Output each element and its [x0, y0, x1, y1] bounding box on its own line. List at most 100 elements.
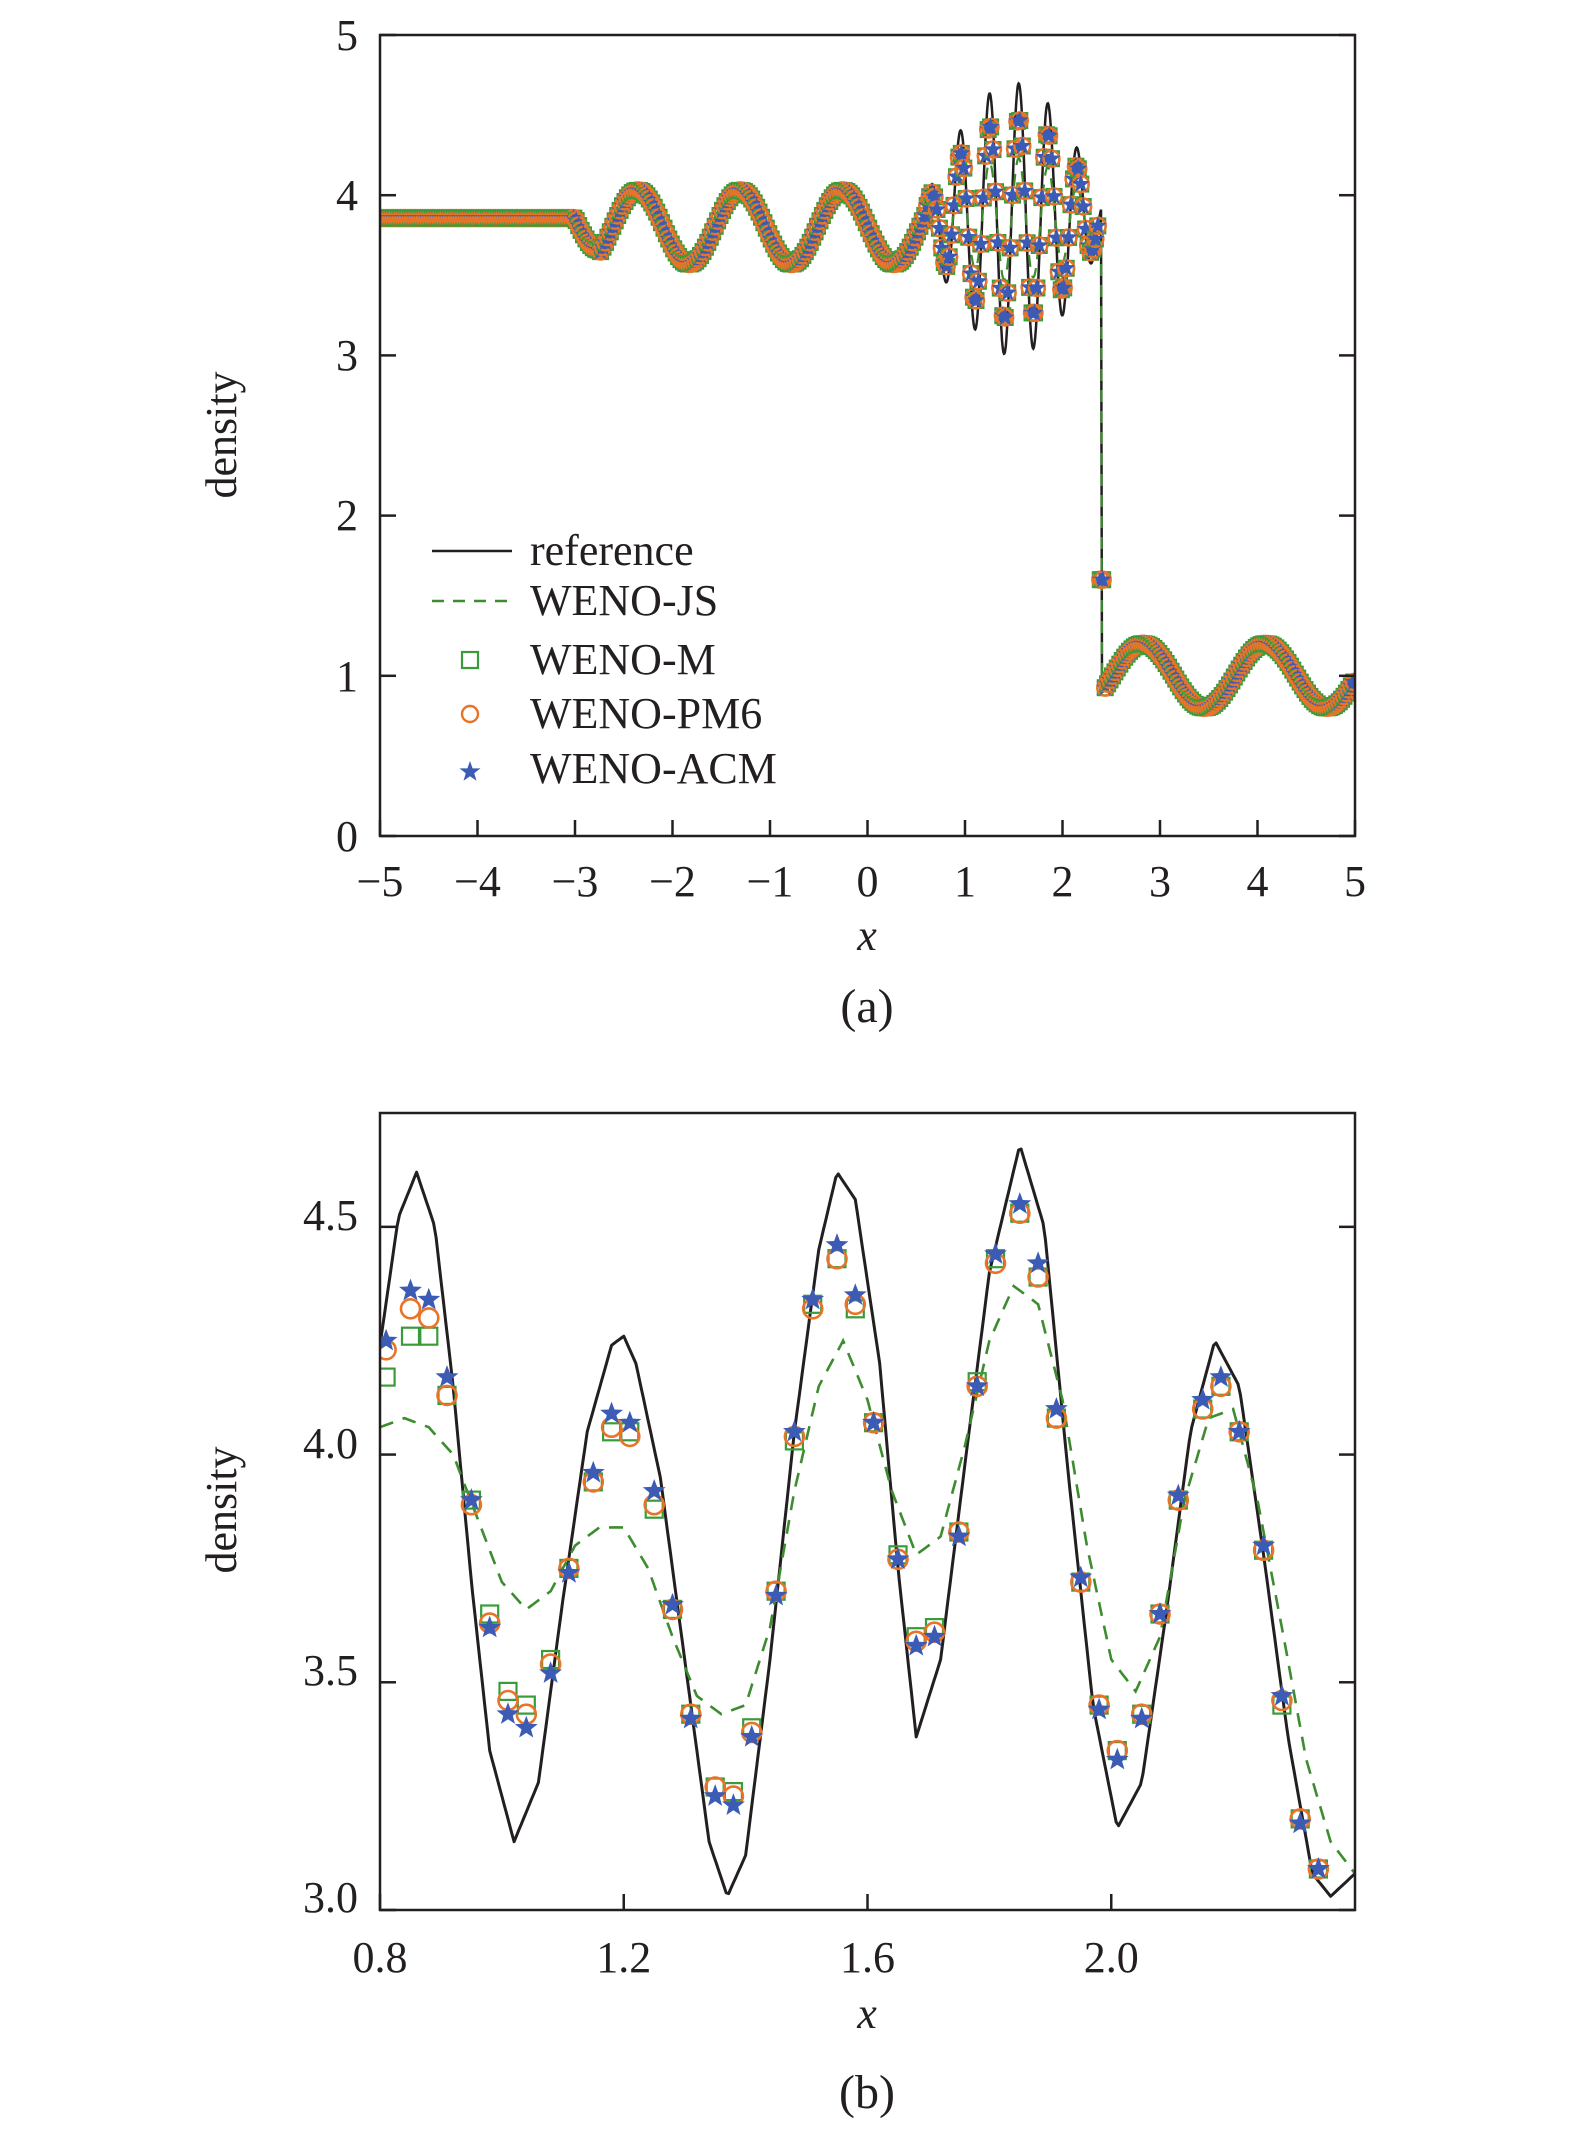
panel-a-weno-acm-marker — [1159, 657, 1178, 675]
panel-a-weno-acm-marker — [645, 197, 664, 215]
panel-b-weno-acm-marker — [380, 1328, 398, 1351]
panel-a-weno-acm-marker — [659, 229, 678, 247]
panel-a-weno-acm-marker — [852, 202, 871, 220]
panel-a-weno-acm-marker — [959, 227, 978, 245]
panel-a-weno-acm-marker — [745, 193, 764, 211]
panel-b-weno-m-marker — [419, 1326, 439, 1346]
panel-a-weno-acm-marker — [845, 189, 864, 207]
panel-b-weno-pm6-marker — [643, 1493, 666, 1516]
panel-a-weno-acm-marker — [945, 195, 964, 214]
panel-a-weno-acm-marker — [742, 189, 761, 207]
panel-a-chart: 0 1 2 3 4 5 −5 −4 −3 −2 −1 0 1 2 3 4 5 x… — [197, 11, 1366, 1033]
panel-b-weno-acm-marker — [399, 1278, 422, 1301]
panel-a-weno-acm-marker — [567, 211, 586, 229]
panel-a-ticks — [378, 33, 1357, 838]
panel-b-weno-acm-marker — [539, 1661, 562, 1683]
panel-a-weno-acm-marker — [962, 264, 981, 282]
panel-a-weno-acm-marker — [981, 117, 1000, 135]
panel-a-weno-acm-marker — [930, 218, 949, 236]
panel-b-ytick-label: 3.0 — [303, 1873, 358, 1922]
panel-a-weno-acm-marker — [1286, 664, 1305, 682]
panel-a-xtick-label: 4 — [1247, 857, 1269, 906]
panel-b-weno-acm-marker — [965, 1374, 989, 1396]
panel-a-weno-acm-marker — [640, 189, 659, 207]
panel-a-weno-acm-marker — [650, 207, 669, 225]
panel-a-weno-acm-marker — [915, 206, 934, 224]
panel-a-weno-acm-marker — [867, 234, 886, 252]
panel-a-weno-acm-marker — [969, 271, 988, 289]
panel-b-weno-acm-marker — [679, 1706, 703, 1729]
panel-b-weno-pm6-marker — [618, 1425, 641, 1448]
panel-b-weno-acm-marker — [600, 1401, 623, 1424]
panel-b-weno-acm-marker — [1148, 1602, 1172, 1624]
panel-a-weno-acm-marker — [864, 229, 883, 247]
legend-weno-m-square-icon — [460, 650, 480, 670]
panel-a-weno-acm-marker — [750, 202, 769, 220]
panel-a-xtick-label: −1 — [747, 857, 794, 906]
panel-b-weno-acm-marker — [1270, 1683, 1294, 1706]
panel-a-ytick-label: 3 — [336, 331, 358, 380]
panel-b-weno-acm-marker — [1166, 1483, 1190, 1506]
panel-b-weno-pm6-marker — [1027, 1266, 1049, 1288]
panel-a-weno-acm-marker — [996, 308, 1015, 326]
panel-a-weno-acm-marker — [1010, 111, 1029, 129]
panel-a-weno-acm-marker — [1166, 669, 1185, 687]
panel-a-weno-acm-marker — [647, 202, 666, 220]
panel-b-weno-acm-marker — [557, 1561, 581, 1583]
panel-b-weno-pm6-marker — [417, 1307, 440, 1329]
panel-b-weno-acm-marker — [478, 1615, 502, 1638]
panel-a-weno-acm-marker — [642, 193, 661, 211]
panel-a-weno-acm-marker — [1015, 181, 1034, 199]
panel-b-ylabel: density — [197, 1446, 246, 1573]
legend-weno-acm-star-icon — [459, 761, 481, 781]
panel-b-weno-pm6-marker — [826, 1247, 848, 1270]
panel-b-ytick-label: 4.5 — [303, 1191, 358, 1240]
panel-a-weno-acm-marker — [747, 197, 766, 215]
panel-b-weno-acm-marker — [862, 1410, 885, 1433]
panel-a-xtick-label: 5 — [1344, 857, 1366, 906]
panel-a-weno-acm-marker — [1027, 278, 1046, 296]
panel-b-weno-acm-marker — [843, 1283, 867, 1305]
panel-a-weno-acm-marker — [657, 224, 676, 242]
panel-a-weno-acm-marker — [925, 187, 944, 205]
panel-b-weno-acm-marker — [581, 1460, 605, 1483]
panel-a-weno-acm-marker — [1161, 661, 1180, 679]
panel-a-weno-acm-marker — [1030, 236, 1049, 254]
panel-a-weno-acm-marker — [849, 197, 868, 215]
panel-b-weno-m-marker — [400, 1326, 421, 1346]
panel-a-weno-acm-marker — [1018, 233, 1037, 251]
panel-b-ytick-label: 4.0 — [303, 1419, 358, 1468]
legend-weno-m-label: WENO-M — [530, 635, 716, 684]
panel-a-xtick-label: 3 — [1149, 857, 1171, 906]
panel-a-weno-acm-marker — [1001, 238, 1020, 256]
panel-b-weno-acm-marker — [1105, 1747, 1129, 1770]
panel-a-weno-acm-marker — [927, 200, 946, 218]
panel-a-weno-acm-marker — [1093, 570, 1112, 588]
panel-a-weno-acm-marker — [1088, 216, 1107, 234]
panel-a-weno-acm-marker — [854, 207, 873, 225]
panel-a-weno-acm-marker — [1164, 665, 1183, 683]
panel-a-weno-acm-marker — [574, 225, 593, 243]
panel-b-weno-acm-marker — [1087, 1697, 1111, 1720]
panel-b-xtick-label: 2.0 — [1084, 1933, 1139, 1982]
panel-a-caption: (a) — [840, 980, 893, 1033]
panel-a-ytick-label: 0 — [336, 812, 358, 861]
panel-a-ytick-label: 2 — [336, 491, 358, 540]
panel-a-ytick-label: 1 — [336, 652, 358, 701]
panel-b-ytick-label: 3.5 — [303, 1646, 358, 1695]
panel-a-legend: reference WENO-JS WENO-M WENO-PM6 WENO-A… — [432, 526, 777, 793]
panel-a-weno-acm-marker — [1076, 219, 1095, 237]
panel-b-weno-acm-marker — [1191, 1387, 1215, 1410]
panel-a-weno-acm-marker — [664, 239, 683, 257]
panel-a-xtick-label: −3 — [552, 857, 599, 906]
panel-b-reference-line — [380, 1147, 1355, 1898]
panel-b-xtick-label: 0.8 — [353, 1933, 408, 1982]
panel-a-weno-acm-marker — [1032, 188, 1051, 206]
panel-b-weno-m-marker — [516, 1695, 536, 1715]
legend-reference-label: reference — [530, 526, 694, 575]
panel-b-weno-acm-marker — [1209, 1365, 1233, 1387]
panel-b-weno-acm-marker — [783, 1419, 806, 1442]
panel-a-weno-acm-marker — [1003, 185, 1022, 203]
panel-a-xtick-label: −5 — [357, 857, 404, 906]
panel-a-weno-acm-marker — [952, 143, 971, 162]
